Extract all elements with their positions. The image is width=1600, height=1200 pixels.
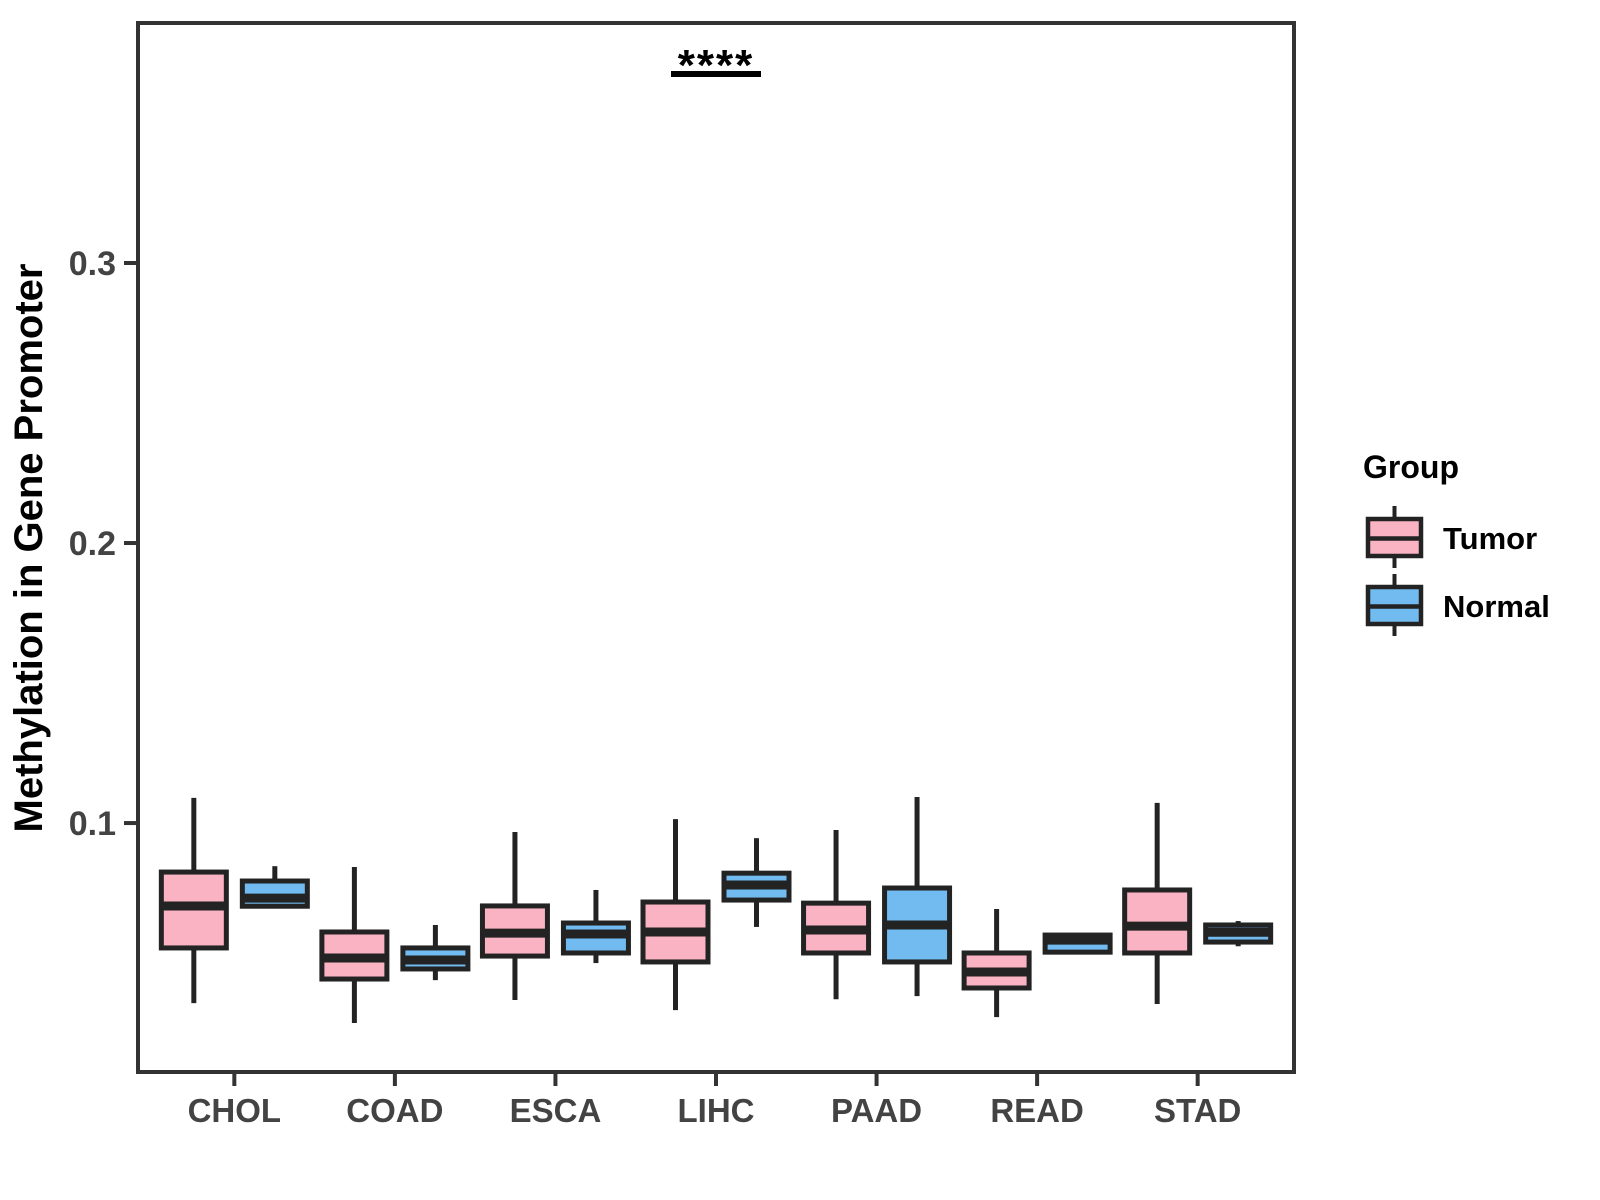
x-axis-label-STAD: STAD [1154,1092,1241,1129]
legend: Group Tumor Normal [1363,449,1550,636]
legend-title: Group [1363,449,1459,485]
x-axis-label-PAAD: PAAD [831,1092,922,1129]
y-tick-label: 0.3 [69,245,116,283]
legend-item-normal: Normal [1365,574,1550,636]
x-axis-label-ESCA: ESCA [510,1092,602,1129]
legend-label-normal: Normal [1443,589,1550,624]
y-tick-label: 0.1 [69,805,116,843]
significance-stars: **** [678,41,755,90]
y-tick-label: 0.2 [69,525,116,563]
panel-border [136,21,1296,1074]
box-tumor-STAD [1122,887,1193,956]
x-axis-label-LIHC: LIHC [678,1092,755,1129]
x-axis-label-CHOL: CHOL [188,1092,282,1129]
legend-item-tumor: Tumor [1365,506,1537,568]
legend-label-tumor: Tumor [1443,521,1537,556]
y-axis-title: Methylation in Gene Promoter [7,264,51,833]
x-axis-label-COAD: COAD [346,1092,443,1129]
x-axis-label-READ: READ [990,1092,1084,1129]
plot-panel: 0.1 0.2 0.3 CHOL COAD ESCA LIHC PAAD READ STAD ***… [69,21,1296,1129]
